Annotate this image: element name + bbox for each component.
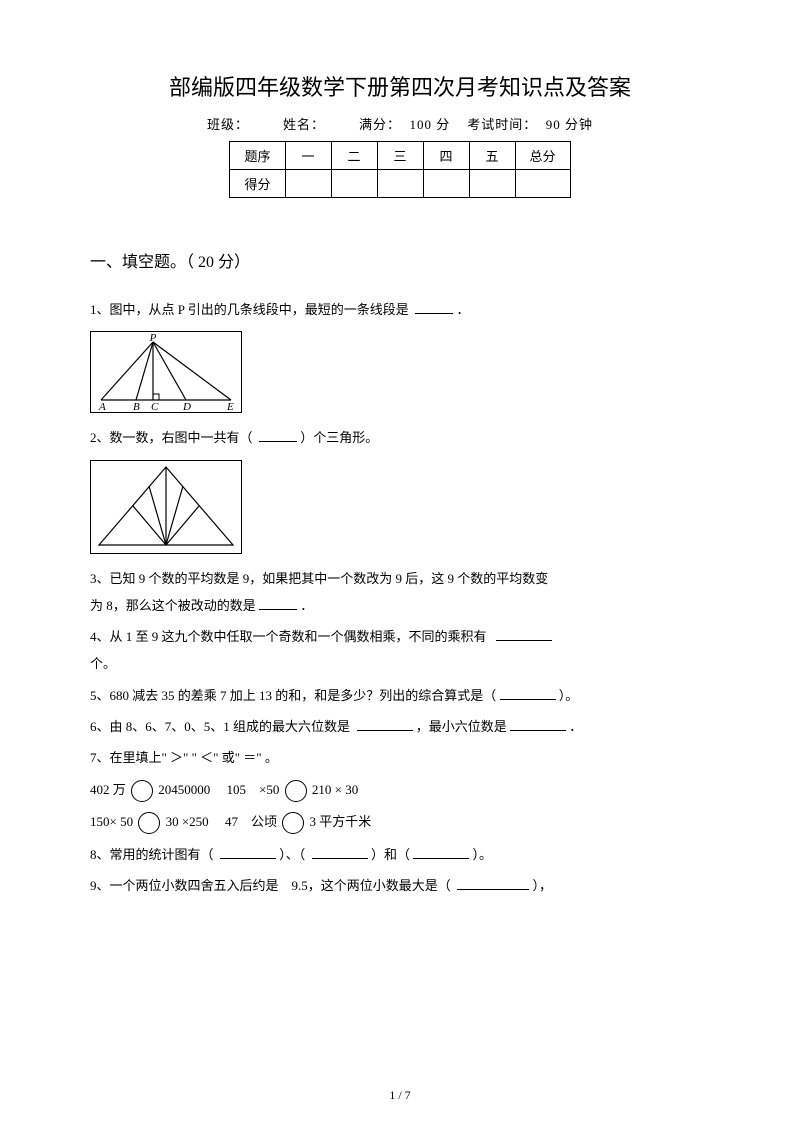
blank xyxy=(259,596,297,610)
time-value: 90 分钟 xyxy=(546,117,593,132)
svg-text:D: D xyxy=(182,401,191,412)
question-7: 7、在里填上" ＞" " ＜" 或" ＝" 。 xyxy=(90,744,710,771)
question-2: 2、数一数，右图中一共有（ ）个三角形。 xyxy=(90,424,710,451)
q6-a: 6、由 8、6、7、0、5、1 组成的最大六位数是 xyxy=(90,719,350,734)
cell xyxy=(285,170,331,198)
q9-c: ）， xyxy=(533,878,553,893)
question-6: 6、由 8、6、7、0、5、1 组成的最大六位数是 ，最小六位数是 ． xyxy=(90,713,710,740)
blank xyxy=(259,428,297,442)
q3-line2a: 为 8，那么这个被改动的数是 xyxy=(90,598,256,613)
table-row: 得分 xyxy=(230,170,570,198)
q5-text: 5、680 减去 35 的差乘 7 加上 13 的和，和是多少？列出的综合算式是… xyxy=(90,688,496,703)
val: 210 × 30 xyxy=(312,782,358,797)
blank xyxy=(413,845,469,859)
val: 150× 50 xyxy=(90,814,133,829)
q7-row1: 402 万 20450000 105 ×50 210 × 30 xyxy=(90,776,710,805)
blank xyxy=(220,845,276,859)
question-4: 4、从 1 至 9 这九个数中任取一个奇数和一个偶数相乘，不同的乘积有 个。 xyxy=(90,623,710,678)
svg-text:A: A xyxy=(98,401,106,412)
q1-tail: ． xyxy=(457,302,470,317)
question-9: 9、一个两位小数四舍五入后约是 9.5，这个两位小数最大是（ ）， xyxy=(90,872,710,899)
circle-blank xyxy=(131,780,153,802)
section-heading: 一、填空题。（ 20 分） xyxy=(90,248,710,272)
q3-line1: 3、已知 9 个数的平均数是 9，如果把其中一个数改为 9 后，这 9 个数的平… xyxy=(90,565,710,592)
fan-triangle-icon xyxy=(91,461,241,553)
val: 402 万 xyxy=(90,782,126,797)
val: ×50 xyxy=(259,782,279,797)
cell: 四 xyxy=(423,142,469,170)
triangle-perpendicular-icon: P A B C D E xyxy=(91,332,241,412)
figure-1: P A B C D E xyxy=(90,331,242,413)
q8-a: 8、常用的统计图有（ xyxy=(90,847,214,862)
blank xyxy=(496,627,552,641)
circle-blank xyxy=(285,780,307,802)
q8-c: ）和（ xyxy=(371,847,410,862)
cell xyxy=(423,170,469,198)
question-5: 5、680 减去 35 的差乘 7 加上 13 的和，和是多少？列出的综合算式是… xyxy=(90,682,710,709)
q2-text: 2、数一数，右图中一共有（ xyxy=(90,430,253,445)
val: 105 xyxy=(227,782,247,797)
val: 3 平方千米 xyxy=(309,814,371,829)
q4-line2: 个。 xyxy=(90,650,710,677)
q4-line1: 4、从 1 至 9 这九个数中任取一个奇数和一个偶数相乘，不同的乘积有 xyxy=(90,629,487,644)
question-1: 1、图中，从点 P 引出的几条线段中，最短的一条线段是 ． xyxy=(90,296,710,323)
svg-text:C: C xyxy=(151,401,159,412)
blank xyxy=(510,717,566,731)
val: 47 xyxy=(225,814,238,829)
blank xyxy=(500,686,556,700)
blank xyxy=(415,300,453,314)
val: 30 ×250 xyxy=(166,814,209,829)
q6-b: ，最小六位数是 xyxy=(416,719,507,734)
figure-2 xyxy=(90,460,242,554)
blank xyxy=(457,876,529,890)
q2-tail: ）个三角形。 xyxy=(300,430,378,445)
full-label: 满分： xyxy=(359,117,401,132)
score-table: 题序 一 二 三 四 五 总分 得分 xyxy=(229,141,570,198)
meta-line: 班级： 姓名： 满分： 100 分 考试时间： 90 分钟 xyxy=(90,114,710,133)
question-8: 8、常用的统计图有（ ）、（ ）和（ ）。 xyxy=(90,841,710,868)
blank xyxy=(357,717,413,731)
cell: 一 xyxy=(285,142,331,170)
q8-d: ）。 xyxy=(473,847,493,862)
cell: 题序 xyxy=(230,142,285,170)
cell xyxy=(515,170,570,198)
full-value: 100 分 xyxy=(410,117,451,132)
class-label: 班级： xyxy=(207,117,249,132)
cell xyxy=(469,170,515,198)
circle-blank xyxy=(138,812,160,834)
blank xyxy=(312,845,368,859)
q5-tail: ）。 xyxy=(559,688,579,703)
q6-c: ． xyxy=(569,719,582,734)
q3-line2b: ． xyxy=(300,598,313,613)
q1-text: 1、图中，从点 P 引出的几条线段中，最短的一条线段是 xyxy=(90,302,409,317)
page-title: 部编版四年级数学下册第四次月考知识点及答案 xyxy=(90,70,710,102)
svg-text:P: P xyxy=(149,332,157,344)
q9-b: 9.5，这个两位小数最大是（ xyxy=(292,878,451,893)
cell: 二 xyxy=(331,142,377,170)
val: 20450000 xyxy=(158,782,210,797)
cell xyxy=(331,170,377,198)
table-row: 题序 一 二 三 四 五 总分 xyxy=(230,142,570,170)
circle-blank xyxy=(282,812,304,834)
time-label: 考试时间： xyxy=(467,117,537,132)
q9-a: 9、一个两位小数四舍五入后约是 xyxy=(90,878,279,893)
cell: 总分 xyxy=(515,142,570,170)
q7-row2: 150× 50 30 ×250 47 公顷 3 平方千米 xyxy=(90,808,710,837)
page-number: 1 / 7 xyxy=(0,1088,800,1103)
cell: 五 xyxy=(469,142,515,170)
question-3: 3、已知 9 个数的平均数是 9，如果把其中一个数改为 9 后，这 9 个数的平… xyxy=(90,565,710,620)
name-label: 姓名： xyxy=(283,117,325,132)
cell xyxy=(377,170,423,198)
svg-text:B: B xyxy=(133,401,140,412)
val: 公顷 xyxy=(251,814,277,829)
cell: 得分 xyxy=(230,170,285,198)
svg-text:E: E xyxy=(226,401,234,412)
q8-b: ）、（ xyxy=(279,847,305,862)
cell: 三 xyxy=(377,142,423,170)
